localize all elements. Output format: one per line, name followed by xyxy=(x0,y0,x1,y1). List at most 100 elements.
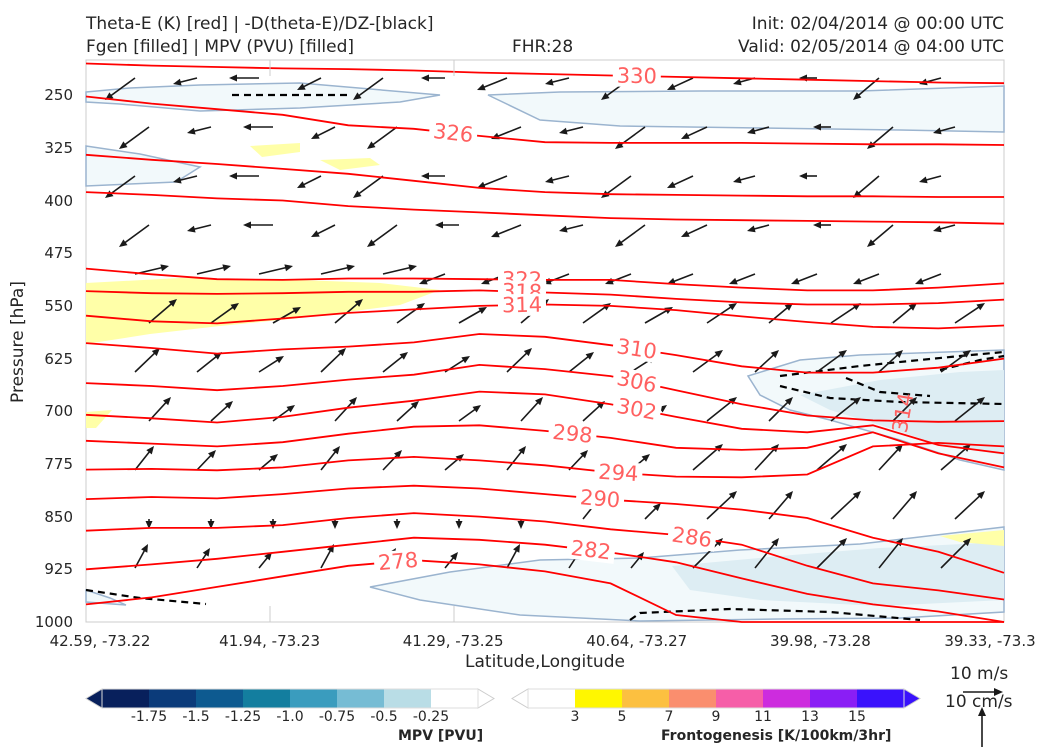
wind-vector-head xyxy=(491,230,500,238)
wind-vector-head xyxy=(747,127,756,135)
wind-vector-head xyxy=(853,277,862,285)
wind-vector-head xyxy=(838,444,847,452)
ref-arrowhead-horizontal xyxy=(994,688,1003,696)
wind-vector-head xyxy=(207,521,215,529)
wind-vector-head xyxy=(292,307,301,314)
wind-vector xyxy=(506,448,525,471)
x-tick-label: 41.94, -73.23 xyxy=(219,632,321,650)
wind-vector-head xyxy=(681,132,690,139)
wind-vector xyxy=(568,353,592,373)
wind-vector xyxy=(148,300,175,324)
x-tick-label: 42.59, -73.22 xyxy=(49,632,151,650)
mpv-colorbar xyxy=(85,688,495,709)
wind-vector-head xyxy=(601,92,610,100)
wind-vector-head xyxy=(311,230,320,237)
wind-vector-head xyxy=(933,127,942,135)
wind-vector xyxy=(334,399,355,422)
wind-vector-head xyxy=(163,397,171,406)
wind-vector-head xyxy=(477,83,486,91)
colorbar-tick-label: -0.5 xyxy=(370,709,398,725)
wind-vector xyxy=(754,446,777,471)
fgen-colorbar xyxy=(511,688,921,709)
wind-vector xyxy=(684,224,708,237)
wind-vector-head xyxy=(908,397,917,406)
wind-vector-head xyxy=(145,521,153,529)
wind-vector-head xyxy=(353,190,362,198)
wind-vector xyxy=(869,126,894,148)
colorbar-tick-label: 3 xyxy=(570,709,580,725)
theta-e-contour xyxy=(85,441,1005,479)
wind-vector-head xyxy=(728,303,737,311)
wind-vector-head xyxy=(187,127,196,135)
wind-vector-head xyxy=(962,538,971,547)
wind-vector xyxy=(320,448,339,471)
wind-vector-head xyxy=(337,348,346,357)
wind-vector-head xyxy=(393,521,401,529)
fgen-colorbar-title: Frontogenesis [K/100km/3hr] xyxy=(661,728,892,744)
wind-vector-head xyxy=(311,132,320,139)
wind-vector xyxy=(892,399,915,422)
wind-vector xyxy=(954,304,983,324)
colorbar-tick-label: -1.5 xyxy=(182,709,210,725)
wind-vector-head xyxy=(208,450,216,459)
wind-vector-head xyxy=(813,221,821,229)
wind-vector-head xyxy=(435,221,443,229)
theta-e-label-bg xyxy=(565,536,617,564)
fgen-fills xyxy=(86,143,1004,546)
colorbar-tick-label: 11 xyxy=(754,709,772,725)
y-tick-label: 400 xyxy=(44,191,73,210)
wind-vector xyxy=(582,304,609,324)
colorbar-swatch xyxy=(384,689,432,708)
wind-vector xyxy=(869,224,894,246)
wind-vector-head xyxy=(535,397,543,406)
wind-vector-head xyxy=(894,350,903,358)
theta-e-label-bg xyxy=(373,548,423,575)
wind-vector-head xyxy=(962,350,971,358)
wind-vector xyxy=(878,352,901,373)
wind-vector xyxy=(816,445,845,471)
theta-e-label: 278 xyxy=(377,548,419,575)
colorbar-swatch xyxy=(149,689,197,708)
wind-vector-head xyxy=(202,548,210,557)
title-line-1: Theta-E (K) [red] | -D(theta-E)/DZ-[blac… xyxy=(86,14,434,34)
theta-e-label: 314 xyxy=(502,293,543,318)
wind-vector xyxy=(878,446,901,471)
wind-vector-head xyxy=(421,74,429,82)
colorbar-tick-label: -1.25 xyxy=(224,709,262,725)
theta-e-label-bg xyxy=(611,334,663,364)
x-tick-label: 41.29, -73.25 xyxy=(402,632,504,650)
colorbar-swatch xyxy=(575,689,623,708)
colorbar-swatch xyxy=(622,689,670,708)
wind-vector xyxy=(196,353,220,373)
wind-vector-head xyxy=(976,491,985,499)
wind-vector-head xyxy=(641,454,650,462)
theta-e-label-bg xyxy=(575,485,625,512)
wind-vector-head xyxy=(450,552,458,561)
theta-e-label: 294 xyxy=(598,460,640,487)
wind-vector-head xyxy=(168,299,177,307)
wind-vector-head xyxy=(354,299,363,307)
wind-vector-head xyxy=(517,521,525,529)
colorbar-frame xyxy=(101,688,479,709)
wind-vector-head xyxy=(513,544,520,553)
wind-vector-head xyxy=(230,303,239,311)
wind-vector-head xyxy=(729,277,738,285)
colorbar-tick-label: -0.75 xyxy=(318,709,356,725)
wind-vector xyxy=(134,350,158,373)
wind-vector xyxy=(768,304,791,324)
wind-vector-head xyxy=(791,277,800,285)
theta-e-label: 310 xyxy=(615,334,658,364)
wind-vector-head xyxy=(615,141,624,149)
wind-vector xyxy=(134,448,153,471)
wind-vector-head xyxy=(728,397,737,405)
wind-vector-head xyxy=(667,181,676,188)
theta-e-label: 330 xyxy=(617,64,658,89)
wind-vector-head xyxy=(472,405,481,413)
wind-vector xyxy=(506,350,530,373)
wind-vector xyxy=(369,126,398,148)
wind-vector xyxy=(855,175,880,197)
theta-e-contour xyxy=(85,62,1005,85)
colorbar-swatch xyxy=(528,689,576,708)
wind-vector xyxy=(816,540,845,569)
wind-vector-head xyxy=(838,538,847,547)
